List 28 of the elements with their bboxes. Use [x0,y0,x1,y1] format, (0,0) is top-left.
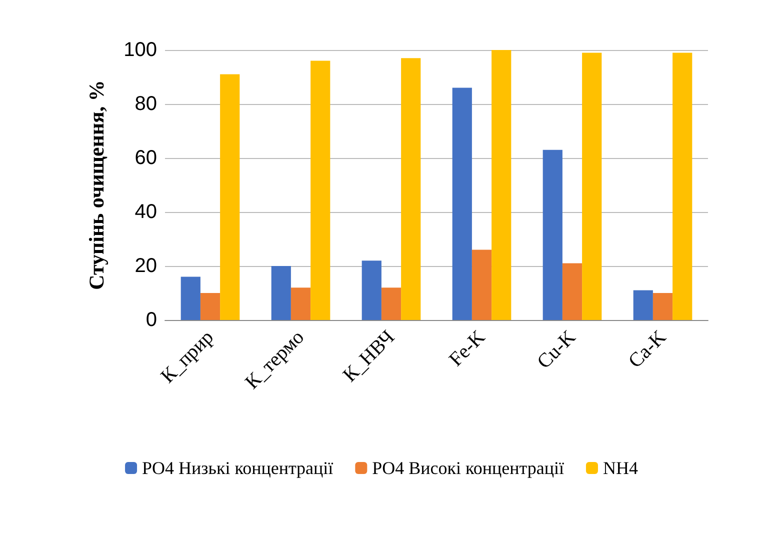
bar [672,52,692,320]
bar [562,263,582,320]
bar [492,50,512,320]
bar [652,293,673,320]
bar [542,150,562,320]
bar [582,52,602,320]
bar [290,288,311,320]
y-tick-label: 60 [134,147,157,169]
bar [200,293,220,320]
bar [381,288,402,320]
legend-label: PO4 Високі концентрації [372,458,564,478]
y-tick-label: 20 [134,255,157,277]
legend-label: PO4 Низькі концентрації [142,458,334,478]
y-tick-label: 0 [146,309,157,331]
y-tick-label: 40 [134,201,157,223]
bar [180,276,200,320]
y-tick-label: 80 [134,93,157,115]
bar [452,88,472,320]
legend-label: NH4 [602,458,638,478]
bar [401,58,421,320]
bar [472,250,492,320]
bar [310,60,330,320]
bar [220,74,240,320]
bar [362,260,382,320]
bar [271,266,291,320]
y-axis-title: Ступінь очищення, % [84,80,108,290]
bar [633,290,653,320]
y-tick-label: 100 [124,39,157,61]
